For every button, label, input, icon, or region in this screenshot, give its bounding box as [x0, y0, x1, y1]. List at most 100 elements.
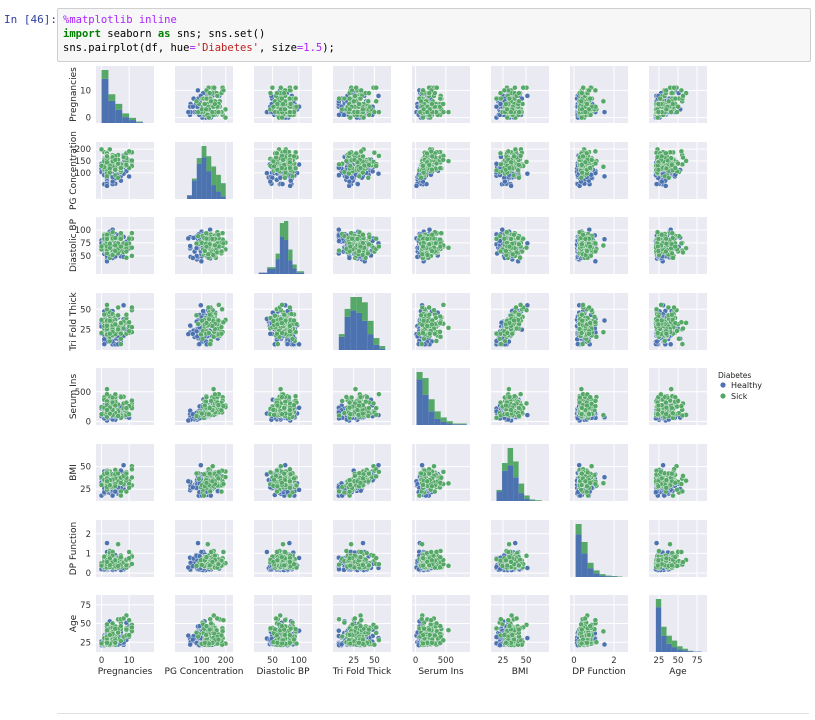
- point-sick: [269, 85, 276, 91]
- panel-2-3: [333, 217, 391, 274]
- point-sick: [678, 148, 685, 155]
- panel-1-4: [412, 142, 470, 199]
- point-sick: [211, 85, 217, 91]
- point-sick: [104, 153, 110, 160]
- point-sick: [356, 101, 362, 107]
- code-text: );: [322, 42, 335, 54]
- code-editor[interactable]: %matplotlib inline import seaborn as sns…: [63, 13, 335, 55]
- point-healthy: [601, 236, 608, 242]
- hist-bar-sick: [191, 178, 197, 181]
- point-sick: [281, 90, 287, 96]
- point-sick: [663, 87, 669, 94]
- point-sick: [582, 236, 589, 242]
- point-sick: [287, 87, 293, 94]
- panel-1-6: [570, 142, 628, 199]
- point-sick: [287, 165, 293, 171]
- point-sick: [504, 229, 510, 235]
- point-sick: [429, 231, 435, 238]
- point-sick: [516, 162, 522, 168]
- point-sick: [419, 251, 425, 258]
- point-sick: [193, 98, 200, 104]
- point-sick: [118, 243, 124, 250]
- hist-bar-sick: [279, 223, 285, 237]
- point-sick: [366, 162, 372, 168]
- point-healthy: [190, 255, 196, 261]
- hist-bar-sick: [292, 264, 297, 269]
- point-sick: [209, 236, 216, 242]
- code-text: sns; sns.set(): [170, 28, 266, 40]
- hist-bar-healthy: [129, 120, 137, 123]
- point-healthy: [499, 226, 505, 233]
- point-sick: [354, 159, 361, 166]
- point-sick: [115, 175, 121, 181]
- code-operator: =: [189, 42, 196, 54]
- point-sick: [659, 153, 665, 160]
- point-sick: [672, 95, 678, 102]
- point-sick: [280, 157, 286, 163]
- point-sick: [579, 241, 585, 248]
- point-sick: [663, 150, 669, 157]
- point-sick: [357, 243, 364, 250]
- point-sick: [129, 253, 135, 259]
- point-sick: [215, 231, 222, 238]
- point-sick: [343, 158, 350, 164]
- point-sick: [675, 104, 681, 110]
- panel-2-4: [412, 217, 470, 274]
- hist-bar-sick: [284, 221, 289, 241]
- point-sick: [523, 244, 530, 251]
- point-sick: [437, 95, 443, 102]
- point-sick: [126, 235, 132, 242]
- point-healthy: [426, 226, 433, 233]
- point-healthy: [653, 181, 660, 187]
- point-healthy: [195, 87, 201, 94]
- point-sick: [680, 93, 686, 99]
- point-healthy: [287, 183, 293, 189]
- point-sick: [365, 98, 371, 104]
- point-sick: [671, 85, 677, 91]
- point-sick: [516, 90, 522, 96]
- point-sick: [592, 160, 599, 167]
- point-sick: [293, 104, 300, 110]
- hist-bar-sick: [129, 117, 137, 121]
- point-sick: [376, 109, 382, 115]
- point-sick: [336, 95, 342, 102]
- panel-1-5: [491, 142, 549, 199]
- point-sick: [587, 95, 593, 102]
- hist-bar-sick: [275, 253, 280, 260]
- panel-0-2: [254, 66, 312, 123]
- point-sick: [579, 162, 585, 168]
- point-sick: [445, 109, 452, 115]
- hist-bar-sick: [115, 103, 123, 110]
- point-sick: [287, 95, 293, 102]
- panel-0-7: [649, 66, 707, 123]
- panel-1-3: [333, 142, 391, 199]
- point-sick: [270, 158, 277, 165]
- point-healthy: [185, 109, 192, 115]
- point-sick: [346, 170, 352, 177]
- point-sick: [438, 230, 444, 236]
- panel-2-7: [649, 217, 707, 274]
- point-sick: [112, 166, 119, 173]
- panel-0-6: [570, 66, 628, 123]
- point-healthy: [104, 183, 110, 189]
- point-healthy: [336, 112, 342, 118]
- point-sick: [358, 148, 364, 155]
- point-sick: [429, 166, 435, 173]
- point-sick: [123, 241, 130, 248]
- point-sick: [98, 163, 105, 169]
- hist-bar-sick: [206, 156, 212, 172]
- point-sick: [267, 90, 274, 96]
- point-healthy: [592, 258, 599, 265]
- point-healthy: [198, 258, 205, 265]
- point-sick: [278, 85, 284, 91]
- point-sick: [501, 235, 508, 242]
- point-sick: [373, 235, 379, 242]
- code-cell[interactable]: %matplotlib inline import seaborn as sns…: [57, 8, 811, 62]
- point-sick: [212, 242, 218, 249]
- point-sick: [600, 164, 607, 170]
- hist-bar-sick: [220, 183, 226, 197]
- point-sick: [346, 248, 353, 255]
- point-sick: [360, 231, 366, 238]
- point-sick: [354, 109, 361, 115]
